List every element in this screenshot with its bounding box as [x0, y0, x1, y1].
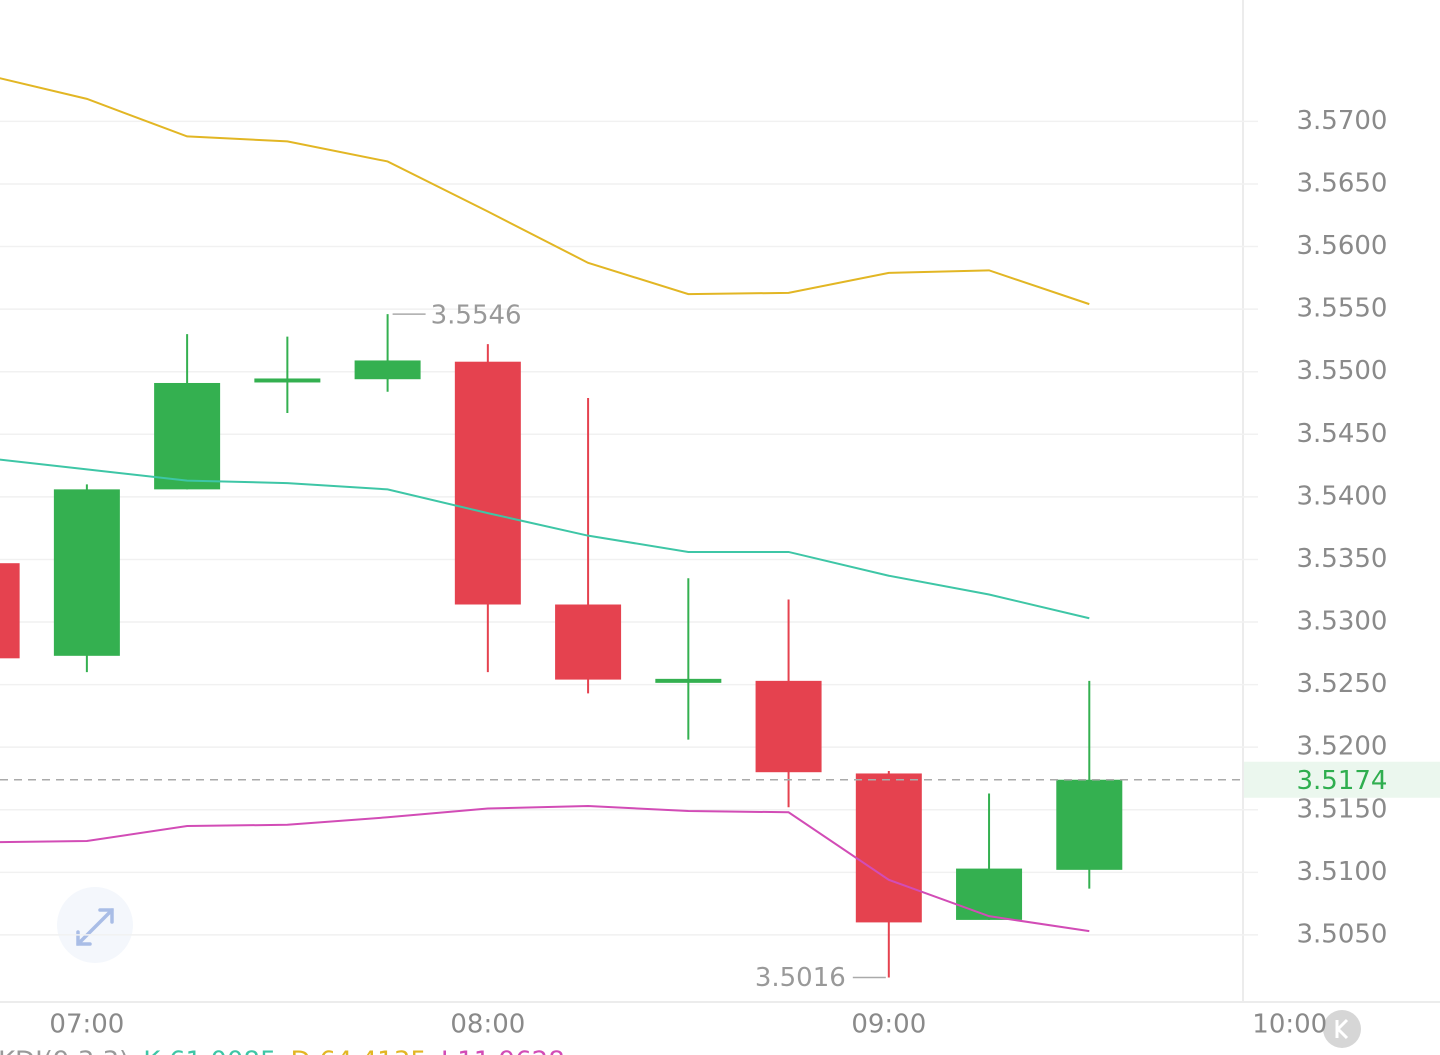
y-tick-label: 3.5500 — [1297, 356, 1388, 386]
current-price-label: 3.5174 — [1297, 766, 1388, 796]
plot-area — [0, 77, 1123, 978]
overlay-line — [0, 458, 1090, 620]
y-tick-label: 3.5100 — [1297, 857, 1388, 887]
x-tick-label: 07:00 — [49, 1010, 124, 1040]
y-tick-label: 3.5300 — [1297, 607, 1388, 637]
y-tick-label: 3.5250 — [1297, 669, 1388, 699]
y-tick-label: 3.5450 — [1297, 419, 1388, 449]
low-label: 3.5016 — [755, 963, 846, 993]
indicator-label: J:11.9628 — [439, 1047, 565, 1055]
indicator-label: K:61.0085 — [143, 1047, 276, 1055]
expand-icon[interactable] — [76, 908, 114, 946]
current-price-bg — [1244, 761, 1440, 798]
y-tick-label: 3.5700 — [1297, 106, 1388, 136]
k-button[interactable] — [1323, 1010, 1361, 1048]
indicator-label: D:64.4135 — [291, 1047, 427, 1055]
candle-body — [655, 678, 722, 683]
candle-body — [755, 680, 822, 773]
x-tick-label: 09:00 — [851, 1010, 926, 1040]
x-tick-label: 10:00 — [1252, 1010, 1327, 1040]
k-icon[interactable] — [1335, 1018, 1349, 1040]
expand-button[interactable] — [57, 887, 133, 963]
k-button-bg[interactable] — [1323, 1010, 1361, 1048]
y-tick-label: 3.5600 — [1297, 231, 1388, 261]
candle-body — [254, 378, 321, 383]
candle-body — [53, 489, 120, 656]
x-tick-label: 08:00 — [450, 1010, 525, 1040]
y-tick-label: 3.5400 — [1297, 481, 1388, 511]
overlay-line — [0, 77, 1090, 306]
y-tick-label: 3.5200 — [1297, 732, 1388, 762]
high-label: 3.5546 — [431, 301, 522, 331]
y-tick-label: 3.5350 — [1297, 544, 1388, 574]
y-tick-label: 3.5050 — [1297, 919, 1388, 949]
candle-body — [956, 868, 1023, 920]
candle-body — [354, 360, 421, 380]
candle-body — [1056, 779, 1123, 870]
candle-body — [454, 361, 521, 605]
y-tick-label: 3.5150 — [1297, 794, 1388, 824]
candle-body — [855, 773, 922, 923]
candle-body — [0, 563, 20, 659]
candle-body — [555, 604, 622, 680]
candle-body — [154, 382, 221, 490]
overlay-line — [0, 805, 1090, 933]
y-tick-label: 3.5650 — [1297, 168, 1388, 198]
y-tick-label: 3.5550 — [1297, 294, 1388, 324]
indicator-label: KDJ(9,3,3) — [0, 1047, 129, 1055]
